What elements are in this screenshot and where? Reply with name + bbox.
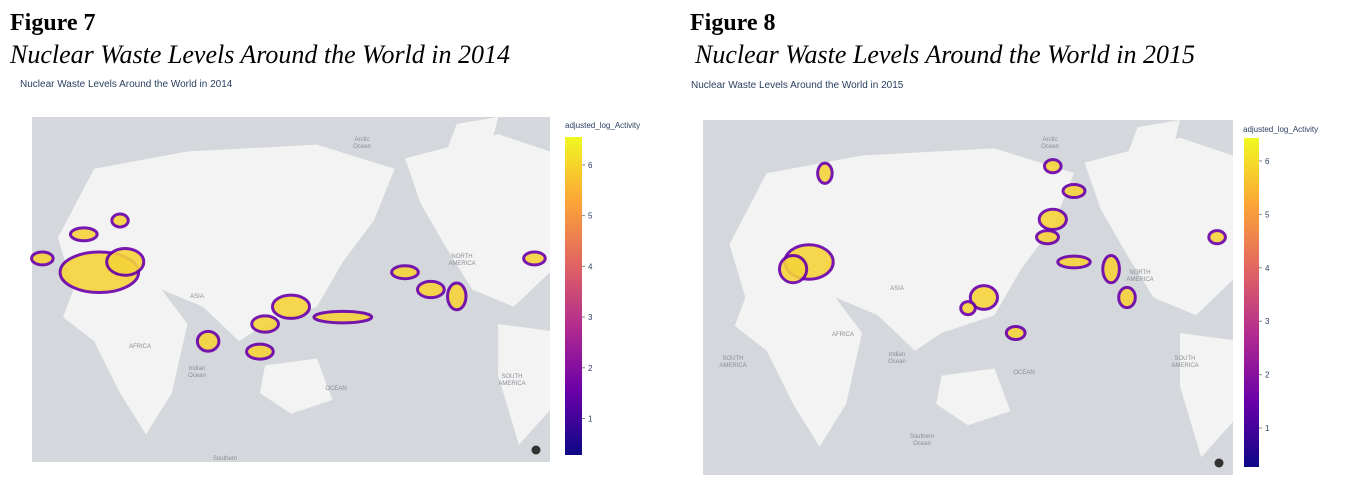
map-label: AMERICA	[498, 381, 525, 387]
colorbar-tick-label: 1	[1265, 424, 1270, 433]
colorbar-tick-label: 4	[1265, 264, 1270, 273]
heat-blob	[68, 226, 99, 243]
heat-blob	[1207, 229, 1227, 246]
map-label: OCEAN	[325, 386, 346, 392]
map-label: SOUTH	[502, 374, 523, 380]
colorbar-tick-label: 3	[588, 313, 593, 322]
map-label: Ocean	[188, 373, 206, 379]
map-label: AMERICA	[719, 363, 746, 369]
colorbar-title: adjusted_log_Activity	[565, 121, 640, 130]
heat-blob	[816, 161, 834, 185]
figure-caption: Nuclear Waste Levels Around the World in…	[694, 40, 1195, 69]
heat-blob	[959, 300, 977, 317]
colorbar	[565, 137, 582, 455]
info-icon	[1214, 458, 1224, 468]
colorbar-tick-label: 2	[1265, 371, 1270, 380]
map-label: Ocean	[913, 441, 931, 447]
map-land	[734, 297, 862, 447]
map-label: Southern	[910, 434, 934, 440]
colorbar-tick-label: 2	[588, 364, 593, 373]
map-label: ASIA	[890, 286, 904, 292]
map-label: NORTH	[451, 254, 472, 260]
figure-label: Figure 7	[10, 10, 96, 36]
map-label: OCEAN	[1013, 370, 1034, 376]
heat-blob	[110, 212, 130, 229]
map-label: Arctic	[355, 137, 370, 143]
heat-blob	[446, 281, 468, 312]
map-land	[498, 324, 550, 445]
map-label: Ocean	[1041, 144, 1059, 150]
heat-blob	[1043, 158, 1063, 175]
map-land	[1084, 137, 1233, 316]
colorbar-tick-label: 5	[588, 212, 593, 221]
map-land	[404, 134, 550, 307]
heat-blob	[1101, 253, 1121, 285]
heat-blob	[1037, 207, 1068, 231]
colorbar-tick-label: 3	[1265, 317, 1270, 326]
map-label: Indian	[889, 352, 905, 358]
map-label: Ocean	[353, 144, 371, 150]
heat-blob	[245, 342, 275, 361]
map-label: Ocean	[888, 359, 906, 365]
map-label: AFRICA	[129, 344, 151, 350]
map-label: ASIA	[190, 294, 204, 300]
map-label: SOUTH	[723, 356, 744, 362]
map-land	[446, 117, 499, 159]
colorbar-tick-label: 1	[588, 414, 593, 423]
map-label: AMERICA	[1171, 363, 1198, 369]
map-label: AMERICA	[1126, 277, 1153, 283]
map-label: AFRICA	[832, 332, 854, 338]
heat-blob	[522, 250, 547, 267]
map-label: Indian	[189, 366, 205, 372]
figure-label: Figure 8	[690, 10, 776, 36]
heat-blob	[1056, 254, 1092, 270]
heat-blob	[1004, 324, 1027, 342]
map-land	[1127, 120, 1180, 163]
colorbar	[1244, 138, 1259, 467]
map-label: Southern	[213, 456, 237, 462]
heat-blob	[30, 250, 55, 267]
colorbar-tick-label: 4	[588, 262, 593, 271]
heat-blob	[1035, 229, 1060, 246]
colorbar-tick-label: 5	[1265, 210, 1270, 219]
map-land	[63, 289, 188, 435]
map-land	[936, 368, 1011, 426]
map-label: AMERICA	[448, 261, 475, 267]
heat-blob	[1061, 182, 1087, 200]
heat-blob	[778, 253, 809, 285]
map-label: NORTH	[1129, 270, 1150, 276]
info-icon	[531, 445, 541, 455]
map-land	[1180, 333, 1233, 458]
heat-blob	[270, 293, 312, 320]
heat-blob	[105, 247, 146, 277]
colorbar-tick-label: 6	[588, 161, 593, 170]
heat-blob	[195, 329, 221, 353]
map-land	[57, 144, 395, 342]
figure-caption: Nuclear Waste Levels Around the World in…	[9, 40, 510, 69]
heat-blob	[250, 314, 280, 334]
heat-blob	[1117, 285, 1137, 310]
heat-blob	[312, 309, 374, 325]
map-label: Arctic	[1043, 137, 1058, 143]
colorbar-tick-label: 6	[1265, 157, 1270, 166]
heat-blob	[390, 264, 420, 281]
heat-blob	[968, 284, 1000, 311]
heat-blob	[416, 279, 446, 300]
map-label: SOUTH	[1175, 356, 1196, 362]
plot-title: Nuclear Waste Levels Around the World in…	[20, 79, 233, 90]
colorbar-title: adjusted_log_Activity	[1243, 125, 1318, 134]
plot-title: Nuclear Waste Levels Around the World in…	[691, 80, 904, 91]
map-land	[259, 358, 333, 414]
